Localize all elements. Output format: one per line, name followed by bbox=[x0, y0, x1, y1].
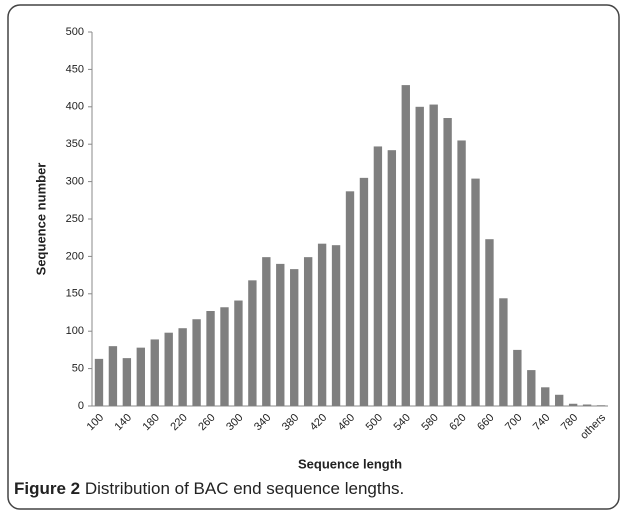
bar bbox=[387, 150, 397, 406]
x-tick-label: others bbox=[578, 411, 608, 441]
frame bbox=[7, 4, 620, 510]
y-tick-label: 300 bbox=[66, 176, 84, 188]
bar bbox=[582, 404, 592, 406]
x-tick-label: 700 bbox=[503, 412, 524, 433]
bar bbox=[485, 239, 494, 406]
x-tick-label: 740 bbox=[531, 412, 552, 433]
bar bbox=[108, 346, 118, 406]
bar bbox=[429, 104, 438, 406]
x-tick-label: 420 bbox=[308, 412, 329, 433]
bar bbox=[596, 405, 606, 406]
x-tick-label: 660 bbox=[475, 412, 496, 433]
bar bbox=[568, 403, 578, 406]
x-tick-label: 580 bbox=[419, 412, 440, 433]
y-tick-label: 50 bbox=[72, 363, 84, 375]
bar bbox=[178, 328, 187, 406]
bar bbox=[192, 319, 201, 406]
bar bbox=[234, 300, 243, 406]
bar bbox=[164, 332, 173, 406]
y-tick-label: 150 bbox=[66, 288, 84, 300]
bar bbox=[331, 245, 341, 406]
bar bbox=[527, 370, 536, 406]
caption-text: Distribution of BAC end sequence lengths… bbox=[85, 479, 404, 498]
bar bbox=[499, 298, 508, 406]
x-axis-title: Sequence length bbox=[298, 456, 402, 471]
bar bbox=[345, 191, 355, 406]
bar bbox=[94, 358, 104, 406]
x-tick-label: 500 bbox=[364, 412, 385, 433]
bar bbox=[401, 85, 410, 406]
x-tick-label: 180 bbox=[140, 412, 161, 433]
bar bbox=[471, 178, 480, 406]
bar bbox=[443, 118, 452, 407]
x-tick-label: 780 bbox=[559, 412, 580, 433]
bar bbox=[359, 177, 369, 406]
bar bbox=[457, 140, 466, 406]
bar bbox=[303, 257, 313, 406]
x-tick-label: 380 bbox=[280, 412, 301, 433]
x-tick-label: 300 bbox=[224, 412, 245, 433]
bar bbox=[122, 358, 132, 406]
bar bbox=[513, 349, 522, 406]
bar bbox=[220, 307, 229, 406]
bar bbox=[248, 280, 257, 406]
y-tick-label: 500 bbox=[66, 26, 84, 38]
x-tick-label: 260 bbox=[196, 412, 217, 433]
y-axis-title: Sequence number bbox=[33, 163, 48, 276]
bar bbox=[541, 387, 550, 406]
y-tick-label: 350 bbox=[66, 138, 84, 150]
figure-label: Figure 2 bbox=[14, 479, 80, 498]
caption: Figure 2 Distribution of BAC end sequenc… bbox=[14, 479, 404, 498]
bar bbox=[262, 257, 271, 406]
y-tick-label: 0 bbox=[78, 400, 84, 412]
y-tick-label: 200 bbox=[66, 250, 84, 262]
bar bbox=[373, 146, 383, 406]
x-tick-label: 220 bbox=[168, 412, 189, 433]
bar bbox=[136, 347, 145, 406]
bar bbox=[290, 269, 299, 406]
bar bbox=[555, 394, 564, 406]
y-tick-label: 450 bbox=[66, 63, 84, 75]
x-tick-label: 620 bbox=[447, 412, 468, 433]
bar bbox=[206, 311, 215, 406]
x-tick-label: 340 bbox=[252, 412, 273, 433]
x-tick-label: 100 bbox=[85, 412, 106, 433]
y-tick-label: 400 bbox=[66, 101, 84, 113]
bar bbox=[317, 243, 327, 406]
y-tick-label: 250 bbox=[66, 213, 84, 225]
x-tick-label: 540 bbox=[391, 412, 412, 433]
y-tick-label: 100 bbox=[66, 325, 84, 337]
bar bbox=[150, 339, 159, 406]
bar bbox=[415, 106, 424, 407]
bar bbox=[276, 263, 285, 406]
x-tick-label: 460 bbox=[336, 412, 357, 433]
x-tick-label: 140 bbox=[113, 412, 134, 433]
